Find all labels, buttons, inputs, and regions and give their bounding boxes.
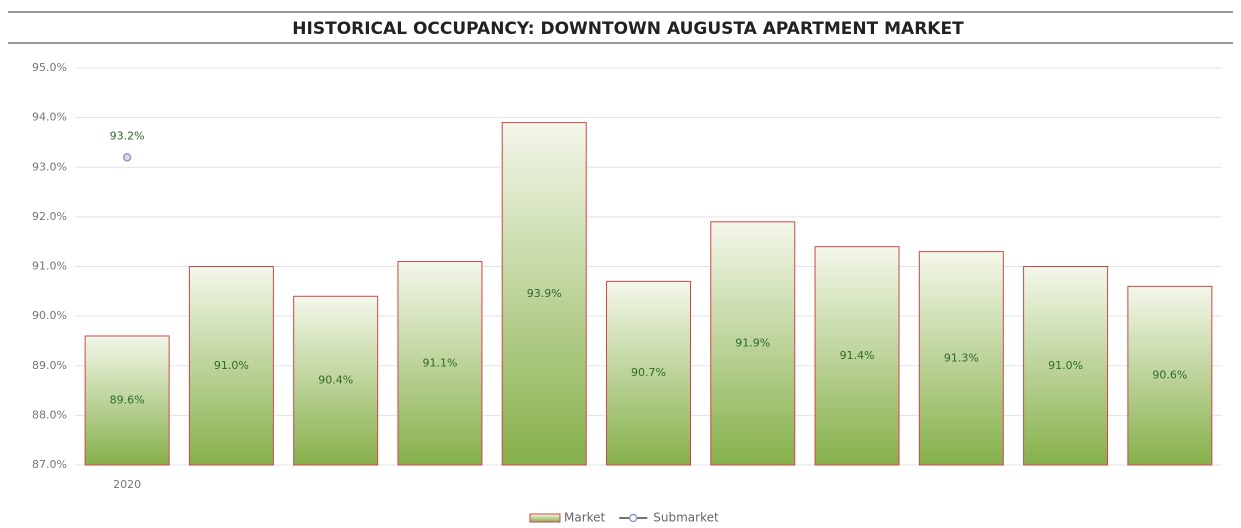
data-label: 91.9% <box>735 336 770 349</box>
y-tick-label: 93.0% <box>32 160 67 173</box>
y-tick-label: 89.0% <box>32 359 67 372</box>
legend-label: Market <box>564 511 606 525</box>
data-label: 91.3% <box>944 351 979 364</box>
bar <box>918 251 1004 466</box>
data-label: 93.2% <box>110 129 145 142</box>
line-marker <box>122 153 132 162</box>
data-label: 91.1% <box>422 356 457 369</box>
data-label: 89.6% <box>110 393 145 406</box>
y-tick-label: 91.0% <box>32 260 67 273</box>
y-tick-label: 88.0% <box>32 408 67 421</box>
y-tick-label: 94.0% <box>32 111 67 124</box>
y-tick-label: 92.0% <box>32 210 67 223</box>
legend-label: Submarket <box>653 511 719 525</box>
y-tick-label: 87.0% <box>32 458 67 471</box>
data-label: 90.7% <box>631 366 666 379</box>
bar <box>84 335 170 466</box>
data-label: 91.0% <box>1048 359 1083 372</box>
bar <box>397 261 483 466</box>
legend-swatch <box>529 513 561 523</box>
y-tick-label: 90.0% <box>32 309 67 322</box>
legend-marker <box>629 513 638 523</box>
bar <box>1127 285 1213 466</box>
data-label: 91.0% <box>214 359 249 372</box>
bar <box>710 221 796 466</box>
data-label: 93.9% <box>527 287 562 300</box>
bar <box>606 280 691 466</box>
data-label: 91.4% <box>840 349 875 362</box>
bar <box>814 246 900 466</box>
data-label: 90.4% <box>318 374 353 387</box>
x-tick-label: 2020 <box>113 478 141 491</box>
bar <box>501 122 587 466</box>
chart-title: HISTORICAL OCCUPANCY: DOWNTOWN AUGUSTA A… <box>292 19 964 39</box>
y-tick-label: 95.0% <box>32 61 67 74</box>
bar <box>293 295 379 466</box>
bar <box>188 266 274 466</box>
data-label: 90.6% <box>1152 369 1187 382</box>
bar <box>1023 266 1109 466</box>
